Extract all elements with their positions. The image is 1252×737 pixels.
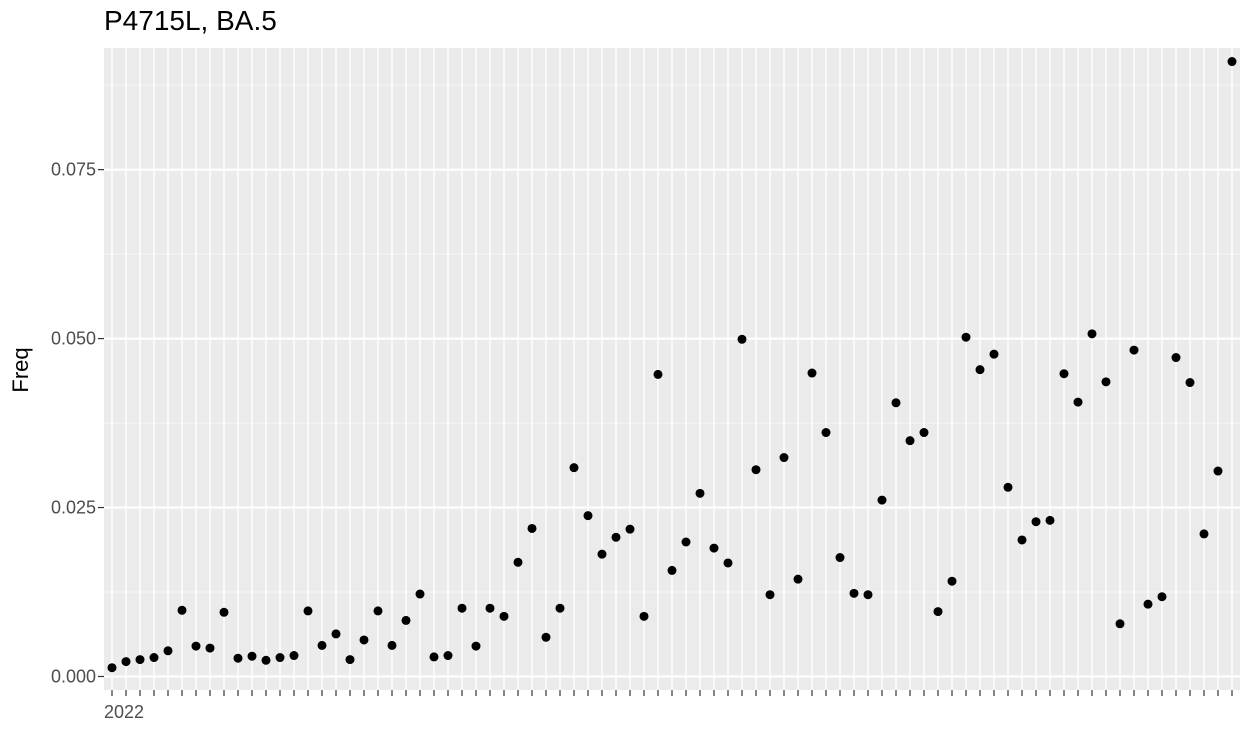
y-tick-label: 0.000 bbox=[51, 666, 96, 686]
data-point bbox=[1129, 345, 1139, 355]
data-point bbox=[919, 428, 929, 438]
x-axis-tick-labels: 2022 bbox=[104, 702, 144, 722]
data-point bbox=[583, 511, 593, 521]
y-tick-label: 0.050 bbox=[51, 329, 96, 349]
data-point bbox=[107, 663, 117, 673]
data-point bbox=[401, 615, 411, 625]
data-point bbox=[709, 543, 719, 553]
x-axis-ticks bbox=[111, 690, 1233, 696]
data-point bbox=[989, 349, 999, 359]
data-point bbox=[457, 603, 467, 613]
data-point bbox=[1157, 592, 1167, 602]
data-point bbox=[737, 334, 747, 344]
data-point bbox=[555, 603, 565, 613]
data-point bbox=[373, 606, 383, 616]
y-tick-label: 0.075 bbox=[51, 160, 96, 180]
data-point bbox=[1059, 369, 1069, 379]
data-point bbox=[653, 369, 663, 379]
data-point bbox=[513, 557, 523, 567]
data-point bbox=[905, 436, 915, 446]
data-point bbox=[177, 605, 187, 615]
data-point bbox=[751, 465, 761, 475]
data-point bbox=[891, 398, 901, 408]
data-point bbox=[597, 549, 607, 559]
data-points bbox=[107, 57, 1237, 673]
data-point bbox=[163, 646, 173, 656]
data-point bbox=[821, 428, 831, 438]
data-point bbox=[289, 651, 299, 661]
data-point bbox=[695, 488, 705, 498]
data-point bbox=[261, 655, 271, 665]
data-point bbox=[303, 606, 313, 616]
data-point bbox=[121, 657, 131, 667]
data-point bbox=[317, 640, 327, 650]
x-tick-label: 2022 bbox=[104, 702, 144, 722]
data-point bbox=[443, 651, 453, 661]
data-point bbox=[247, 651, 257, 661]
data-point bbox=[1087, 329, 1097, 339]
data-point bbox=[947, 576, 957, 586]
data-point bbox=[541, 632, 551, 642]
data-point bbox=[933, 607, 943, 617]
data-point bbox=[471, 641, 481, 651]
data-point bbox=[499, 611, 509, 621]
data-point bbox=[667, 565, 677, 575]
data-point bbox=[1017, 535, 1027, 545]
data-point bbox=[233, 653, 243, 663]
data-point bbox=[765, 590, 775, 600]
data-point bbox=[779, 453, 789, 463]
data-point bbox=[1031, 517, 1041, 527]
data-point bbox=[205, 643, 215, 653]
data-point bbox=[1073, 397, 1083, 407]
data-point bbox=[835, 553, 845, 563]
data-point bbox=[625, 524, 635, 534]
data-point bbox=[681, 537, 691, 547]
data-point bbox=[961, 332, 971, 342]
data-point bbox=[331, 629, 341, 639]
data-point bbox=[191, 641, 201, 651]
data-point bbox=[527, 523, 537, 533]
data-point bbox=[149, 653, 159, 663]
data-point bbox=[345, 655, 355, 665]
data-point bbox=[975, 365, 985, 375]
data-point bbox=[1199, 529, 1209, 539]
chart-title: P4715L, BA.5 bbox=[104, 5, 277, 36]
y-axis-label: Freq bbox=[8, 347, 33, 392]
data-point bbox=[415, 589, 425, 599]
data-point bbox=[1045, 515, 1055, 525]
data-point bbox=[793, 574, 803, 584]
y-tick-label: 0.025 bbox=[51, 498, 96, 518]
data-point bbox=[275, 653, 285, 663]
y-axis-ticks: 0.000 0.025 0.050 0.075 bbox=[51, 160, 104, 686]
data-point bbox=[1115, 619, 1125, 629]
data-point bbox=[1003, 482, 1013, 492]
major-gridlines bbox=[104, 48, 1240, 690]
data-point bbox=[863, 590, 873, 600]
data-point bbox=[807, 368, 817, 378]
data-point bbox=[219, 607, 229, 617]
data-point bbox=[1101, 377, 1111, 387]
data-point bbox=[1227, 57, 1237, 67]
data-point bbox=[485, 603, 495, 613]
data-point bbox=[1213, 466, 1223, 476]
data-point bbox=[723, 558, 733, 568]
data-point bbox=[849, 588, 859, 598]
data-point bbox=[1185, 378, 1195, 388]
data-point bbox=[877, 495, 887, 505]
data-point bbox=[1143, 599, 1153, 609]
data-point bbox=[1171, 353, 1181, 363]
data-point bbox=[429, 652, 439, 662]
data-point bbox=[611, 532, 621, 542]
data-point bbox=[135, 655, 145, 665]
data-point bbox=[359, 635, 369, 645]
data-point bbox=[387, 640, 397, 650]
data-point bbox=[569, 463, 579, 473]
data-point bbox=[639, 611, 649, 621]
